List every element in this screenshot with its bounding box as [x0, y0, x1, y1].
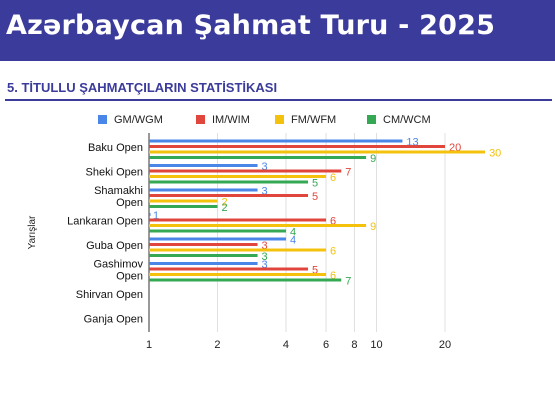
banner-title: Azərbaycan Şahmat Turu - 2025 — [6, 10, 496, 41]
y-axis-title: Yarışlar — [27, 215, 38, 249]
data-label: 5 — [312, 265, 318, 277]
title-banner: Azərbaycan Şahmat Turu - 2025 — [0, 0, 555, 61]
data-label: 3 — [262, 251, 268, 263]
legend-swatch — [367, 115, 376, 124]
bar — [149, 218, 327, 222]
bar — [149, 243, 258, 246]
bar — [149, 248, 327, 252]
category-label: Lankaran Open — [67, 216, 143, 228]
category-label: Sheki Open — [86, 167, 143, 179]
x-tick-label: 2 — [214, 339, 220, 351]
x-tick-label: 10 — [370, 339, 382, 351]
bar — [149, 267, 309, 271]
data-label: 6 — [330, 172, 336, 184]
bar — [149, 224, 367, 227]
bar — [149, 139, 403, 143]
category-label: Baku Open — [88, 142, 143, 154]
legend-swatch — [196, 115, 205, 124]
bar — [149, 262, 258, 265]
x-tick-label: 4 — [283, 339, 289, 351]
data-label: 6 — [330, 270, 336, 282]
category-label: Shirvan Open — [76, 289, 143, 301]
bar — [149, 194, 309, 197]
bar — [149, 205, 218, 208]
data-label: 2 — [221, 197, 227, 209]
bar — [149, 156, 367, 159]
legend-label: FM/WFM — [291, 114, 336, 126]
data-label: 3 — [262, 240, 268, 252]
x-tick-label: 20 — [439, 339, 451, 351]
section-divider — [5, 99, 552, 101]
data-label: 3 — [262, 161, 268, 173]
data-label: 4 — [290, 235, 296, 247]
category-label: Shamakhi — [94, 185, 143, 197]
data-label: 9 — [370, 221, 376, 233]
data-label: 6 — [330, 216, 336, 228]
legend-swatch — [275, 115, 284, 124]
legend-label: GM/WGM — [114, 114, 163, 126]
data-label: 9 — [370, 153, 376, 165]
bar — [149, 213, 151, 216]
x-tick-label: 8 — [351, 339, 357, 351]
category-label: Gashimov — [93, 259, 143, 271]
bar — [149, 229, 286, 233]
legend-label: CM/WCM — [383, 114, 431, 126]
category-label: Open — [116, 271, 143, 283]
category-label: Ganja Open — [84, 314, 143, 326]
bar — [149, 188, 258, 192]
x-tick-label: 6 — [323, 339, 329, 351]
legend-label: IM/WIM — [212, 114, 250, 126]
data-label: 5 — [312, 178, 318, 190]
legend-swatch — [98, 115, 107, 124]
x-tick-label: 1 — [146, 339, 152, 351]
bar — [149, 150, 486, 154]
data-label: 3 — [262, 259, 268, 271]
bar — [149, 254, 258, 257]
data-label: 6 — [330, 246, 336, 258]
bar — [149, 169, 342, 173]
bar — [149, 180, 309, 184]
section-title: 5. TİTULLU ŞAHMATÇILARIN STATİSTİKASI — [7, 80, 278, 95]
bar — [149, 273, 327, 276]
data-label: 5 — [312, 191, 318, 203]
bar — [149, 175, 327, 178]
bar — [149, 278, 342, 282]
bar — [149, 164, 258, 167]
data-label: 7 — [345, 276, 351, 288]
data-label: 30 — [489, 148, 501, 160]
data-label: 3 — [262, 186, 268, 198]
data-label: 7 — [345, 167, 351, 179]
category-label: Open — [116, 197, 143, 209]
data-label: 2 — [221, 202, 227, 214]
bar — [149, 199, 218, 203]
data-label: 4 — [290, 227, 296, 239]
data-label: 1 — [153, 210, 159, 222]
category-label: Guba Open — [86, 240, 143, 252]
bar — [149, 145, 445, 148]
bar — [149, 237, 286, 241]
